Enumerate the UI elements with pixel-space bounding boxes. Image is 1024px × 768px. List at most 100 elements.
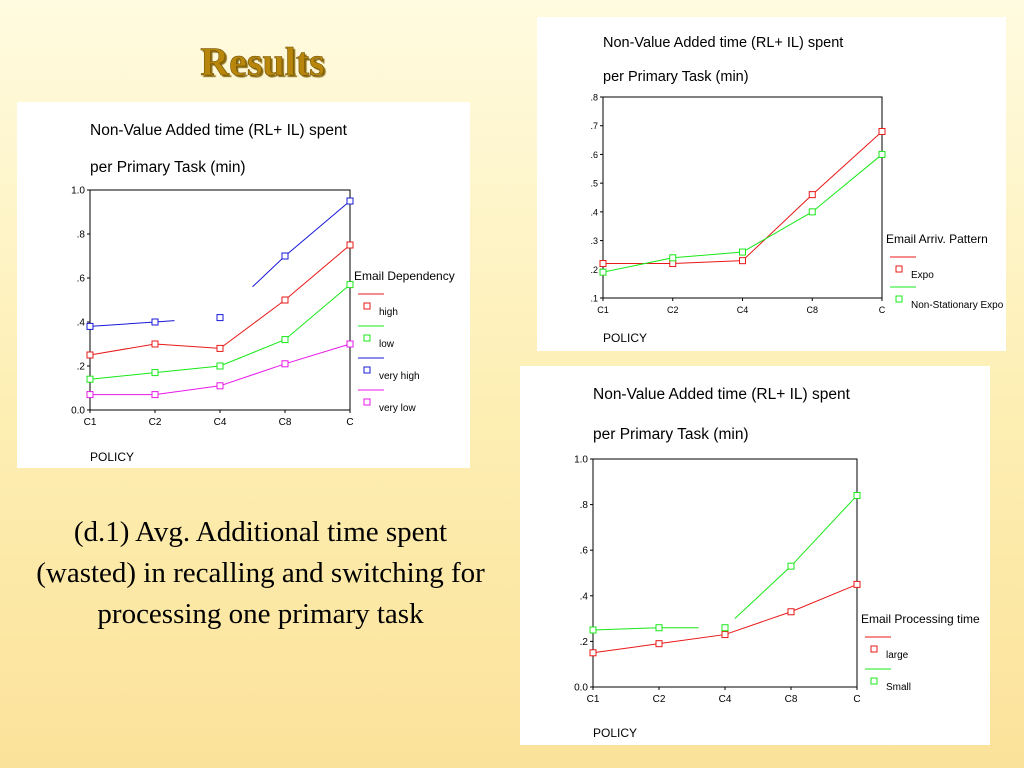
- data-point-non-stationary-expo: [599, 268, 607, 276]
- data-point-small: [787, 562, 795, 570]
- x-tick-label: C: [853, 694, 860, 705]
- line-chart-0: Non-Value Added time (RL+ IL) spent per P…: [71, 122, 455, 464]
- x-tick-label: C8: [806, 305, 818, 315]
- legend-entry-expo: Expo: [911, 270, 934, 281]
- y-tick-label: 0.0: [71, 406, 85, 417]
- x-tick-label: C1: [597, 305, 609, 315]
- data-point-low: [346, 281, 354, 289]
- legend-swatch-marker: [870, 677, 878, 685]
- data-point-expo: [878, 127, 886, 135]
- data-point-high: [151, 340, 159, 348]
- data-point-very-high: [346, 197, 354, 205]
- slide-title: Results: [200, 39, 325, 85]
- line-chart-1: Non-Value Added time (RL+ IL) spent per P…: [590, 35, 1004, 345]
- data-point-expo: [599, 260, 607, 268]
- legend-entry-small: Small: [886, 682, 911, 693]
- plot-frame: [592, 458, 858, 688]
- y-tick-label: .2: [77, 362, 86, 373]
- line-chart-2: Non-Value Added time (RL+ IL) spent per P…: [574, 386, 980, 740]
- chart-panel-email-dependency: Non-Value Added time (RL+ IL) spent per P…: [17, 102, 470, 468]
- data-point-very-low: [216, 382, 224, 390]
- y-tick-label: .6: [590, 150, 598, 160]
- data-point-high: [346, 241, 354, 249]
- y-tick-label: .2: [590, 265, 598, 275]
- x-tick-label: C2: [149, 417, 162, 428]
- legend-title: Email Dependency: [354, 269, 455, 283]
- x-tick-label: C8: [785, 694, 798, 705]
- data-point-low: [216, 362, 224, 370]
- y-tick-label: .4: [77, 318, 86, 329]
- legend-swatch-marker: [895, 265, 903, 273]
- y-tick-label: .1: [590, 294, 598, 304]
- chart-subtitle: per Primary Task (min): [593, 426, 749, 443]
- x-tick-label: C2: [653, 694, 666, 705]
- legend-swatch-marker: [363, 302, 371, 310]
- data-point-small: [721, 624, 729, 632]
- data-point-large: [853, 580, 861, 588]
- y-tick-label: .8: [590, 93, 598, 103]
- x-axis-label: POLICY: [90, 450, 134, 464]
- x-tick-label: C8: [279, 417, 292, 428]
- data-point-large: [787, 608, 795, 616]
- series-line-expo: [603, 131, 883, 265]
- data-point-very-low: [281, 360, 289, 368]
- legend-title: Email Arriv. Pattern: [886, 232, 988, 246]
- data-point-very-low: [151, 391, 159, 399]
- data-point-very-high: [216, 314, 224, 322]
- y-tick-label: .4: [590, 207, 598, 217]
- y-tick-label: .2: [580, 637, 589, 648]
- y-tick-label: .6: [77, 274, 86, 285]
- legend-entry-very-high: very high: [379, 371, 420, 382]
- data-point-expo: [808, 191, 816, 199]
- x-axis-label: POLICY: [593, 726, 637, 740]
- x-tick-label: C4: [737, 305, 749, 315]
- series-line-small: [592, 627, 699, 631]
- y-tick-label: .3: [590, 236, 598, 246]
- y-tick-label: .8: [580, 500, 589, 511]
- legend-entry-high: high: [379, 307, 398, 318]
- data-point-non-stationary-expo: [808, 208, 816, 216]
- series-line-high: [89, 244, 351, 356]
- data-point-non-stationary-expo: [739, 248, 746, 256]
- legend-entry-very-low: very low: [379, 403, 416, 414]
- x-tick-label: C2: [667, 305, 679, 315]
- x-tick-label: C4: [719, 694, 732, 705]
- legend-entry-low: low: [379, 339, 395, 350]
- data-point-small: [853, 491, 861, 499]
- legend-swatch-marker: [895, 295, 903, 303]
- plot-frame: [602, 96, 883, 299]
- data-point-low: [86, 375, 94, 383]
- legend-swatch-marker: [363, 334, 371, 342]
- y-tick-label: .6: [580, 546, 589, 557]
- legend-title: Email Processing time: [861, 612, 980, 626]
- legend-swatch-marker: [363, 398, 371, 406]
- chart-subtitle: per Primary Task (min): [603, 69, 749, 85]
- chart-panel-email-processing-time: Non-Value Added time (RL+ IL) spent per P…: [520, 366, 990, 745]
- data-point-very-high: [151, 318, 159, 326]
- series-line-small: [734, 495, 858, 619]
- chart-panel-email-arrival-pattern: Non-Value Added time (RL+ IL) spent per P…: [537, 17, 1006, 351]
- x-tick-label: C1: [84, 417, 97, 428]
- data-point-high: [281, 296, 289, 304]
- data-point-small: [655, 624, 663, 632]
- legend-swatch-marker: [870, 645, 878, 653]
- data-point-very-high: [281, 252, 289, 260]
- data-point-very-low: [346, 340, 354, 348]
- legend-entry-non-stationary-expo: Non-Stationary Expo: [911, 300, 1004, 311]
- data-point-non-stationary-expo: [878, 150, 886, 158]
- y-tick-label: 1.0: [71, 186, 85, 197]
- chart-subtitle: per Primary Task (min): [90, 159, 246, 176]
- plot-frame: [89, 189, 351, 411]
- x-tick-label: C: [879, 305, 886, 315]
- legend-swatch-marker: [363, 366, 371, 374]
- data-point-low: [151, 369, 159, 377]
- chart-title: Non-Value Added time (RL+ IL) spent: [603, 35, 843, 51]
- x-tick-label: C: [346, 417, 353, 428]
- y-tick-label: 0.0: [574, 683, 588, 694]
- data-point-large: [655, 640, 663, 648]
- y-tick-label: 1.0: [574, 455, 588, 466]
- data-point-very-low: [86, 391, 94, 399]
- series-line-large: [592, 583, 858, 654]
- data-point-expo: [739, 257, 746, 265]
- data-point-large: [589, 649, 597, 657]
